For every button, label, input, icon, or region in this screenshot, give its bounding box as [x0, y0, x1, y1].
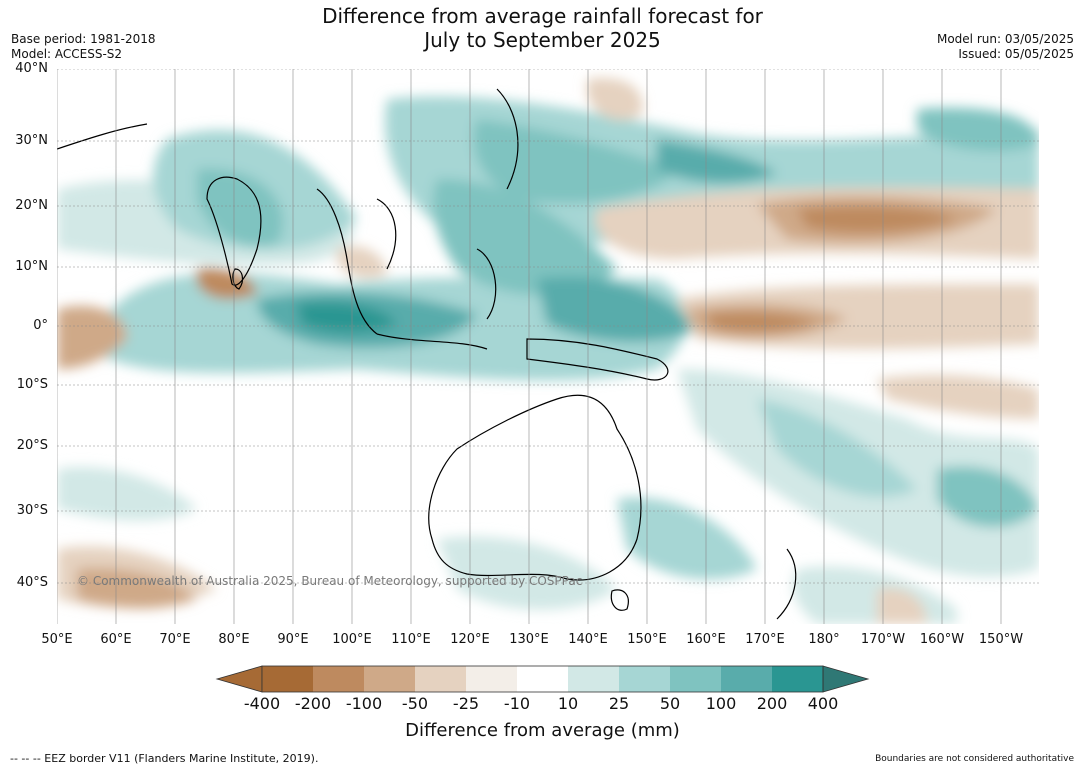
lat-label-30s: 30°S: [16, 503, 48, 518]
colorbar-segment: [772, 666, 823, 692]
rainfall-map: [57, 69, 1039, 624]
copyright-notice: © Commonwealth of Australia 2025, Bureau…: [77, 574, 583, 588]
colorbar-label: 100: [705, 694, 737, 713]
lat-label-40n: 40°N: [15, 61, 48, 76]
lat-label-20s: 20°S: [16, 438, 48, 453]
lon-label-180: 180°: [808, 632, 840, 647]
colorbar-low-arrow: [215, 665, 263, 693]
lon-label-160w: 160°W: [919, 632, 965, 647]
rainfall-map-canvas: [57, 69, 1039, 624]
map-title: Difference from average rainfall forecas…: [0, 4, 1085, 52]
lon-label-50e: 50°E: [41, 632, 73, 647]
lon-label-170e: 170°E: [745, 632, 785, 647]
colorbar-segment: [670, 666, 721, 692]
lat-label-30n: 30°N: [15, 133, 48, 148]
lon-label-110e: 110°E: [391, 632, 431, 647]
colorbar-segment: [415, 666, 466, 692]
model-name: Model: ACCESS-S2: [11, 47, 123, 61]
colorbar-segment: [466, 666, 517, 692]
lat-label-10n: 10°N: [15, 259, 48, 274]
colorbar-segment: [517, 666, 568, 692]
lon-label-70e: 70°E: [159, 632, 191, 647]
colorbar-segment: [568, 666, 619, 692]
lat-label-40s: 40°S: [16, 575, 48, 590]
coastlines: [57, 88, 797, 620]
colorbar-label: 25: [608, 694, 630, 713]
colorbar-segment: [364, 666, 415, 692]
lon-label-90e: 90°E: [277, 632, 309, 647]
colorbar-label: -100: [345, 694, 383, 713]
issued-date: Issued: 05/05/2025: [958, 47, 1074, 61]
model-run: Model run: 03/05/2025: [936, 32, 1074, 46]
colorbar-segment: [313, 666, 364, 692]
boundary-disclaimer: Boundaries are not considered authoritat…: [875, 754, 1074, 764]
colorbar-high-arrow: [822, 665, 870, 693]
model-info: Base period: 1981-2018 Model: ACCESS-S2: [11, 32, 156, 62]
rainfall-anomaly-shading: [57, 78, 1039, 624]
colorbar: [215, 665, 870, 693]
lon-label-130e: 130°E: [509, 632, 549, 647]
lon-label-140e: 140°E: [568, 632, 608, 647]
colorbar-label: -50: [401, 694, 429, 713]
colorbar-label: -10: [503, 694, 531, 713]
colorbar-label: -200: [294, 694, 332, 713]
colorbar-label: -25: [452, 694, 480, 713]
title-line-1: Difference from average rainfall forecas…: [322, 4, 763, 28]
lat-label-10s: 10°S: [16, 377, 48, 392]
lon-label-170w: 170°W: [860, 632, 906, 647]
lat-label-20n: 20°N: [15, 198, 48, 213]
lon-label-160e: 160°E: [686, 632, 726, 647]
eez-border-note: -- -- -- EEZ border V11 (Flanders Marine…: [10, 752, 319, 765]
base-period: Base period: 1981-2018: [11, 32, 156, 46]
colorbar-segment: [262, 666, 313, 692]
lon-label-100e: 100°E: [332, 632, 372, 647]
colorbar-label: 10: [557, 694, 579, 713]
colorbar-label: -400: [243, 694, 281, 713]
lon-label-150e: 150°E: [627, 632, 667, 647]
colorbar-label: 50: [659, 694, 681, 713]
colorbar-segment: [721, 666, 772, 692]
colorbar-segment: [619, 666, 670, 692]
lon-label-80e: 80°E: [218, 632, 250, 647]
colorbar-label: 400: [807, 694, 839, 713]
run-info: Model run: 03/05/2025 Issued: 05/05/2025: [937, 32, 1074, 62]
lon-label-150w: 150°W: [978, 632, 1024, 647]
colorbar-label: 200: [756, 694, 788, 713]
meridians: [57, 69, 1002, 624]
lat-label-0: 0°: [33, 318, 48, 333]
lon-label-60e: 60°E: [100, 632, 132, 647]
colorbar-title: Difference from average (mm): [405, 720, 680, 741]
lon-label-120e: 120°E: [450, 632, 490, 647]
title-line-2: July to September 2025: [424, 28, 661, 52]
